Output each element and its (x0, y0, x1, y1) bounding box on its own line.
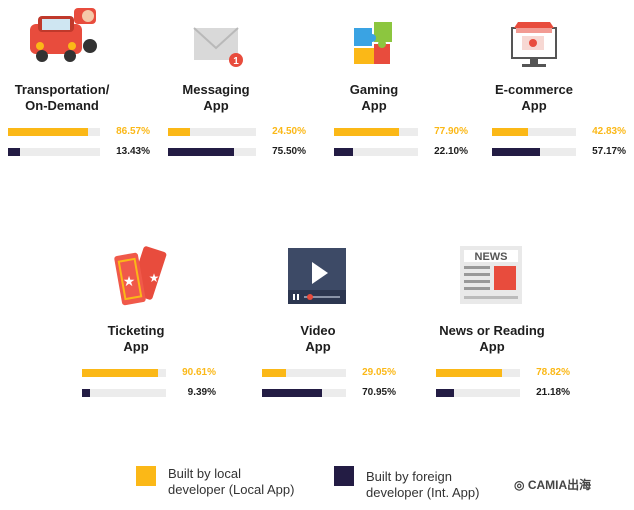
car-icon (30, 8, 97, 62)
legend-swatch-foreign (334, 466, 354, 486)
bar-local (492, 128, 528, 136)
bar-foreign (168, 148, 235, 156)
category-title: Messaging App (182, 82, 250, 113)
data-label-foreign: 13.43% (116, 146, 150, 157)
newspaper-icon: NEWS (460, 246, 522, 304)
legend-label-foreign: Built by foreign developer (Int. App) (366, 469, 480, 500)
svg-text:1: 1 (233, 56, 239, 67)
bar-track (168, 128, 256, 136)
data-label-foreign: 70.95% (362, 387, 396, 398)
bar-local (334, 128, 400, 136)
bar-track (82, 389, 166, 397)
category-title: E-commerce App (494, 82, 574, 113)
bar-track (436, 369, 520, 377)
legend-swatch-local (136, 466, 156, 486)
ticket-icon: ★ ★ (114, 246, 167, 306)
bar-track (334, 148, 418, 156)
bar-local (168, 128, 190, 136)
bar-foreign (436, 389, 454, 397)
video-player-icon (288, 248, 346, 304)
bar-track (8, 128, 100, 136)
bar-track (262, 389, 346, 397)
bar-foreign (82, 389, 90, 397)
watermark: ◎ CAMIA出海 (514, 476, 591, 493)
bar-foreign (334, 148, 353, 156)
data-label-local: 29.05% (362, 367, 396, 378)
bar-track (492, 128, 576, 136)
bar-track (334, 128, 418, 136)
bar-local (8, 128, 88, 136)
bar-local (262, 369, 287, 377)
data-label-local: 42.83% (592, 126, 626, 137)
bar-track (262, 369, 346, 377)
bar-foreign (262, 389, 322, 397)
data-label-foreign: 21.18% (536, 387, 570, 398)
data-label-local: 86.57% (116, 126, 150, 137)
data-label-local: 24.50% (272, 126, 306, 137)
shop-icon (511, 22, 557, 67)
bar-foreign (8, 148, 21, 156)
bar-track (82, 369, 166, 377)
legend-label-local: Built by local developer (Local App) (168, 466, 295, 497)
data-label-foreign: 9.39% (187, 387, 216, 398)
data-label-local: 77.90% (434, 126, 468, 137)
puzzle-icon (354, 22, 392, 64)
bar-track (168, 148, 256, 156)
category-title: Ticketing App (107, 323, 165, 354)
envelope-icon: 1 (193, 27, 243, 67)
wechat-icon: ◎ (514, 478, 528, 492)
bar-track (492, 148, 576, 156)
data-label-foreign: 22.10% (434, 146, 468, 157)
data-label-foreign: 75.50% (272, 146, 306, 157)
data-label-foreign: 57.17% (592, 146, 626, 157)
bar-local (436, 369, 503, 377)
category-title: News or Reading App (439, 323, 545, 354)
watermark-text: CAMIA出海 (527, 478, 592, 492)
svg-text:★: ★ (123, 274, 136, 290)
bar-foreign (492, 148, 540, 156)
category-title: Video App (300, 323, 336, 354)
data-label-local: 78.82% (536, 367, 570, 378)
newspaper-title: NEWS (475, 251, 508, 263)
bar-local (82, 369, 159, 377)
svg-text:★: ★ (149, 271, 160, 285)
category-title: Transportation/ On-Demand (14, 82, 110, 113)
bar-track (8, 148, 100, 156)
data-label-local: 90.61% (182, 367, 216, 378)
bar-track (436, 389, 520, 397)
category-title: Gaming App (349, 82, 399, 113)
